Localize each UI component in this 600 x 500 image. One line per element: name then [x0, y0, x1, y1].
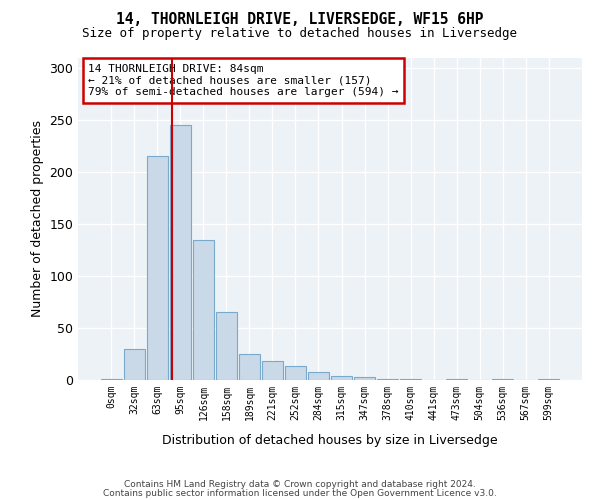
Y-axis label: Number of detached properties: Number of detached properties — [31, 120, 44, 318]
Text: Size of property relative to detached houses in Liversedge: Size of property relative to detached ho… — [83, 28, 517, 40]
Bar — [400, 379, 421, 380]
Bar — [124, 349, 145, 380]
Bar — [170, 125, 191, 380]
Text: 14 THORNLEIGH DRIVE: 84sqm
← 21% of detached houses are smaller (157)
79% of sem: 14 THORNLEIGH DRIVE: 84sqm ← 21% of deta… — [88, 64, 398, 97]
Bar — [262, 362, 283, 380]
Bar — [239, 354, 260, 380]
Bar — [193, 240, 214, 380]
Bar — [493, 379, 513, 380]
Bar — [101, 379, 122, 380]
Bar — [538, 379, 559, 380]
Bar — [354, 377, 375, 380]
Bar — [308, 372, 329, 380]
Text: 14, THORNLEIGH DRIVE, LIVERSEDGE, WF15 6HP: 14, THORNLEIGH DRIVE, LIVERSEDGE, WF15 6… — [116, 12, 484, 28]
Bar — [377, 379, 398, 380]
Bar — [446, 379, 467, 380]
Bar — [216, 312, 237, 380]
Bar — [331, 376, 352, 380]
X-axis label: Distribution of detached houses by size in Liversedge: Distribution of detached houses by size … — [162, 434, 498, 447]
Text: Contains public sector information licensed under the Open Government Licence v3: Contains public sector information licen… — [103, 489, 497, 498]
Text: Contains HM Land Registry data © Crown copyright and database right 2024.: Contains HM Land Registry data © Crown c… — [124, 480, 476, 489]
Bar — [147, 156, 167, 380]
Bar — [285, 366, 306, 380]
